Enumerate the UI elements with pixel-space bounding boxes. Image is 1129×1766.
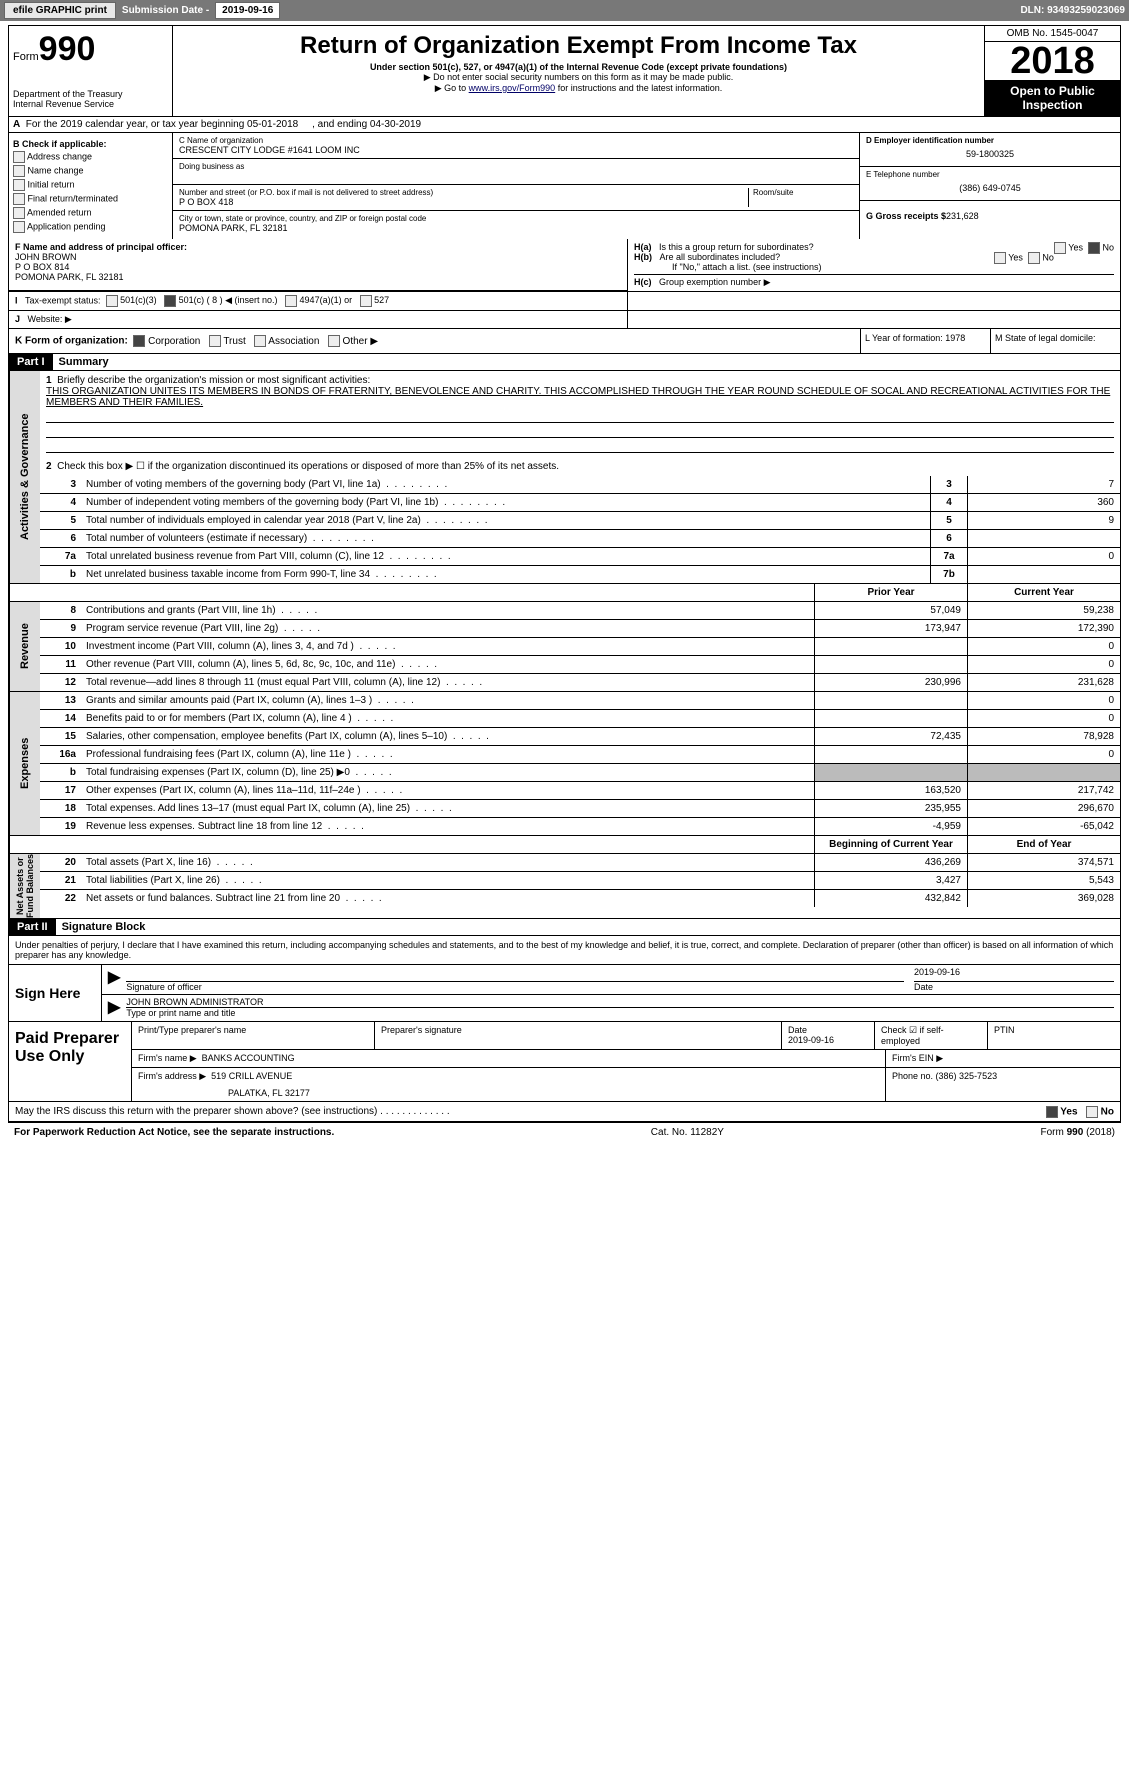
- toolbar: efile GRAPHIC print Submission Date - 20…: [0, 0, 1129, 21]
- submission-date: 2019-09-16: [215, 2, 280, 19]
- footer-right: Form 990 (2018): [1041, 1127, 1115, 1138]
- form-title: Return of Organization Exempt From Incom…: [177, 32, 980, 60]
- row-a: A For the 2019 calendar year, or tax yea…: [8, 117, 1121, 133]
- irs-link[interactable]: www.irs.gov/Form990: [469, 83, 556, 93]
- submission-label: Submission Date -: [122, 5, 209, 16]
- org-name: CRESCENT CITY LODGE #1641 LOOM INC: [179, 145, 853, 155]
- gross-receipts: 231,628: [946, 211, 979, 221]
- part1-header: Part I: [9, 354, 53, 370]
- perjury-disclaimer: Under penalties of perjury, I declare th…: [8, 936, 1121, 965]
- side-netassets: Net Assets or Fund Balances: [9, 854, 40, 918]
- form-note2: ▶ Go to www.irs.gov/Form990 for instruct…: [177, 83, 980, 94]
- ein: 59-1800325: [866, 145, 1114, 163]
- sign-here-label: Sign Here: [9, 965, 102, 1021]
- footer-center: Cat. No. 11282Y: [651, 1127, 724, 1138]
- form-subtitle: Under section 501(c), 527, or 4947(a)(1)…: [177, 62, 980, 72]
- firm-address: 519 CRILL AVENUE: [211, 1071, 292, 1081]
- officer-name: JOHN BROWN: [15, 252, 621, 262]
- side-activities: Activities & Governance: [9, 371, 40, 583]
- state-domicile: M State of legal domicile:: [990, 329, 1120, 353]
- footer-left: For Paperwork Reduction Act Notice, see …: [14, 1127, 334, 1138]
- col-b: B Check if applicable: Address change Na…: [9, 133, 173, 239]
- preparer-date: 2019-09-16: [788, 1035, 868, 1045]
- street-address: P O BOX 418: [179, 197, 748, 207]
- city-state-zip: POMONA PARK, FL 32181: [179, 223, 853, 233]
- part2-header: Part II: [9, 919, 56, 935]
- self-employed-check[interactable]: Check ☑ if self-employed: [875, 1022, 988, 1049]
- year-formation: L Year of formation: 1978: [860, 329, 990, 353]
- officer-signature-name: JOHN BROWN ADMINISTRATOR: [126, 997, 1114, 1008]
- inspection-badge: Open to Public Inspection: [985, 80, 1120, 116]
- form-number: Form990: [13, 30, 168, 69]
- firm-phone: Phone no. (386) 325-7523: [886, 1068, 1120, 1101]
- form-header: Form990 Department of the Treasury Inter…: [8, 25, 1121, 117]
- department: Department of the Treasury Internal Reve…: [13, 89, 168, 109]
- dln: DLN: 93493259023069: [1020, 5, 1125, 16]
- officer-city: POMONA PARK, FL 32181: [15, 272, 621, 282]
- side-expenses: Expenses: [9, 692, 40, 835]
- telephone: (386) 649-0745: [866, 179, 1114, 197]
- efile-button[interactable]: efile GRAPHIC print: [4, 2, 116, 19]
- tax-year: 2018: [985, 42, 1120, 80]
- discuss-yes-check[interactable]: [1046, 1106, 1058, 1118]
- sign-date: 2019-09-16: [914, 967, 1114, 982]
- form-note1: ▶ Do not enter social security numbers o…: [177, 72, 980, 83]
- paid-preparer-label: Paid Preparer Use Only: [9, 1022, 132, 1101]
- officer-addr: P O BOX 814: [15, 262, 621, 272]
- discuss-no-check[interactable]: [1086, 1106, 1098, 1118]
- firm-name: BANKS ACCOUNTING: [202, 1053, 295, 1063]
- mission-text: THIS ORGANIZATION UNITES ITS MEMBERS IN …: [46, 386, 1114, 408]
- irs-discuss-row: May the IRS discuss this return with the…: [8, 1102, 1121, 1122]
- side-revenue: Revenue: [9, 602, 40, 691]
